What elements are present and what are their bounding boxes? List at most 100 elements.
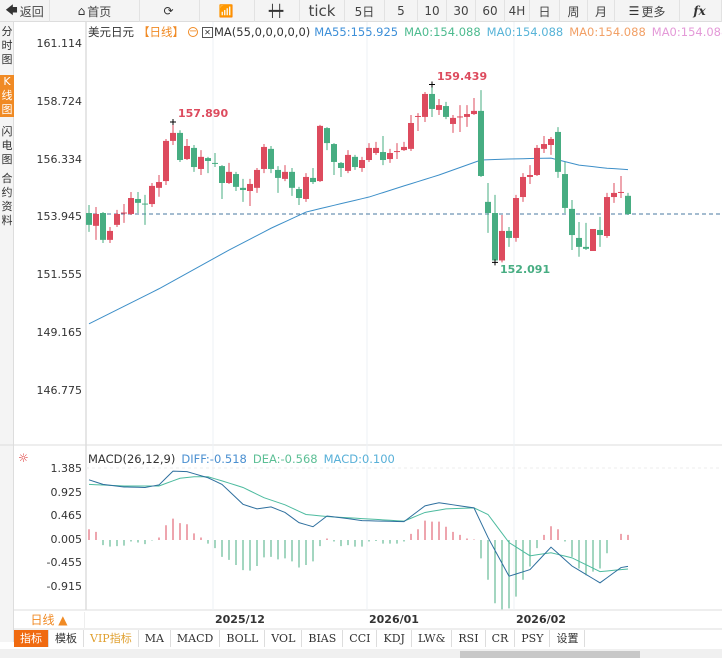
candlestick-button[interactable]: ┿┿ xyxy=(255,0,300,22)
period-11-button[interactable]: 4H xyxy=(505,0,530,22)
candle-body xyxy=(457,116,463,118)
view-tab-label: 闪电图 xyxy=(1,125,13,166)
date-label: 2026/02 xyxy=(516,613,566,626)
candle-body xyxy=(429,93,435,109)
indicator-button-5[interactable]: BOLL xyxy=(220,630,266,647)
macd-value: MACD:0.100 xyxy=(323,452,395,466)
indicator-button-1[interactable]: 模板 xyxy=(49,630,84,647)
period-10-button[interactable]: 60 xyxy=(476,0,505,22)
view-tab-label: 合约资料 xyxy=(1,172,13,227)
view-tab-time-sharing[interactable]: 分时图 xyxy=(0,25,14,67)
candle-body xyxy=(212,162,218,164)
toolbar-label: 周 xyxy=(567,4,580,19)
indicator-button-10[interactable]: LW& xyxy=(411,630,453,647)
candle-body xyxy=(184,145,190,160)
indicator-button-3[interactable]: MA xyxy=(138,630,171,647)
indicator-chart-button[interactable]: 📶 xyxy=(200,0,255,22)
period-6-button[interactable]: 5日 xyxy=(345,0,385,22)
refresh-button[interactable]: ⟳ xyxy=(140,0,200,22)
candle-body xyxy=(289,171,295,188)
ma55-line xyxy=(88,157,629,325)
indicator-button-4[interactable]: MACD xyxy=(170,630,221,647)
candle-body xyxy=(345,154,351,171)
indicator-button-2[interactable]: VIP指标 xyxy=(84,630,139,647)
candle-body xyxy=(387,152,393,160)
candle-body xyxy=(296,189,302,199)
indicator-chart-icon: 📶 xyxy=(218,4,234,18)
price-tick-label: 158.724 xyxy=(36,94,83,108)
candle-body xyxy=(450,117,456,124)
candle-body xyxy=(219,166,225,184)
period-13-button[interactable]: 周 xyxy=(560,0,588,22)
macd-title[interactable]: MACD(26,12,9) xyxy=(88,452,176,466)
view-tab-kline[interactable]: K线图 xyxy=(0,75,14,117)
candle-body xyxy=(548,138,554,146)
candle-body xyxy=(128,198,134,214)
candle-body xyxy=(576,237,582,247)
collapse-icon[interactable]: − xyxy=(188,26,198,37)
candle-body xyxy=(625,195,631,215)
candle-body xyxy=(254,169,260,188)
view-tab-flash[interactable]: 闪电图 xyxy=(0,125,14,167)
price-tick-label: 149.165 xyxy=(36,326,83,340)
period-7-button[interactable]: 5 xyxy=(385,0,418,22)
toolbar-label: 5日 xyxy=(354,4,375,19)
scroll-track[interactable] xyxy=(0,649,722,658)
view-tab-contract-info[interactable]: 合约资料 xyxy=(0,172,14,228)
macd-header: MACD(26,12,9) DIFF:-0.518 DEA:-0.568 MAC… xyxy=(88,452,395,466)
ma-settings-icon[interactable]: ✕ xyxy=(202,26,213,38)
candle-body xyxy=(310,177,316,183)
period-8-button[interactable]: 10 xyxy=(418,0,447,22)
period-5-button[interactable]: tick xyxy=(300,0,345,22)
indicator-button-9[interactable]: KDJ xyxy=(377,630,412,647)
candle-body xyxy=(86,213,92,225)
period-12-button[interactable]: 日 xyxy=(530,0,560,22)
candle-body xyxy=(177,132,183,161)
dea-line xyxy=(88,476,629,573)
scrollbar-thumb[interactable] xyxy=(460,651,640,658)
candle-body xyxy=(352,156,358,168)
ma-value: MA0:154.088 xyxy=(651,25,722,39)
period-9-button[interactable]: 30 xyxy=(447,0,476,22)
indicator-settings-icon[interactable]: ☼ xyxy=(18,451,29,465)
home-icon: ⌂ xyxy=(77,4,86,18)
indicator-button-8[interactable]: CCI xyxy=(343,630,378,647)
candle-body xyxy=(149,185,155,205)
macd-tick-label: 1.385 xyxy=(50,462,83,476)
toolbar-label: 5 xyxy=(397,4,405,18)
candle-body xyxy=(478,110,484,176)
period-14-button[interactable]: 月 xyxy=(588,0,615,22)
indicator-button-14[interactable]: 设置 xyxy=(550,630,586,647)
indicator-button-7[interactable]: BIAS xyxy=(302,630,344,647)
indicator-button-13[interactable]: PSY xyxy=(515,630,551,647)
period-selector[interactable]: 日线 ▲ xyxy=(14,612,85,629)
high-price-label: 159.439 xyxy=(437,69,488,83)
candle-body xyxy=(380,152,386,161)
candle-body xyxy=(170,132,176,141)
indicator-button-12[interactable]: CR xyxy=(485,630,516,647)
candle-body xyxy=(520,176,526,198)
candle-body xyxy=(331,144,337,162)
indicator-button-0[interactable]: 指标 xyxy=(14,630,49,647)
candle-body xyxy=(611,192,617,198)
indicator-button-6[interactable]: VOL xyxy=(265,630,303,647)
ma-value: MA0:154.088 xyxy=(404,25,481,39)
left-view-tabs: 分时图 K线图 闪电图 合约资料 xyxy=(0,22,14,642)
macd-dea: DEA:-0.568 xyxy=(252,452,318,466)
candle-body xyxy=(415,115,421,117)
ma-value: MA55:155.925 xyxy=(314,25,399,39)
candle-body xyxy=(240,187,246,191)
main-chart-header: 美元日元 【日线】 − ✕ MA(55,0,0,0,0,0) MA55:155.… xyxy=(88,24,722,40)
home-button[interactable]: ⌂ 首页 xyxy=(50,0,140,22)
back-arrow-button[interactable]: 🡄 返回 xyxy=(0,0,50,22)
ma-setting[interactable]: MA(55,0,0,0,0,0) xyxy=(214,25,311,39)
toolbar-label: 日 xyxy=(538,4,551,19)
candle-body xyxy=(135,198,141,203)
price-tick-label: 146.775 xyxy=(36,384,83,397)
toolbar-label: 10 xyxy=(424,4,440,18)
candle-body xyxy=(485,201,491,214)
indicator-button-11[interactable]: RSI xyxy=(452,630,486,647)
menu-button[interactable]: ☰ 更多 xyxy=(615,0,680,22)
macd-tick-label: 0.005 xyxy=(50,532,83,546)
